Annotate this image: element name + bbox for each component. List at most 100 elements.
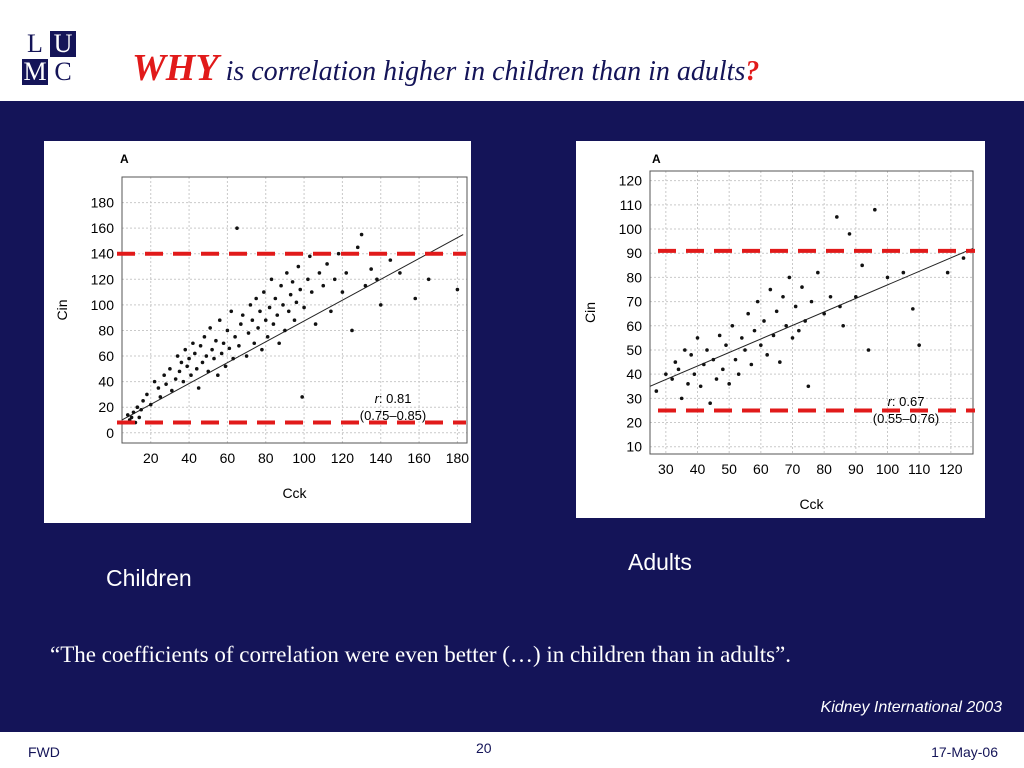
data-point	[426, 277, 431, 282]
data-point	[221, 341, 226, 346]
x-tick-label: 80	[258, 450, 274, 466]
data-point	[129, 415, 134, 420]
data-point	[168, 367, 172, 371]
y-tick-label: 140	[91, 246, 115, 262]
x-tick-label: 100	[876, 461, 900, 477]
data-point	[244, 354, 249, 358]
x-tick-label: 60	[220, 450, 236, 466]
x-tick-label: 60	[753, 461, 769, 477]
data-point	[736, 372, 741, 376]
x-tick-label: 100	[292, 450, 316, 466]
data-point	[838, 304, 842, 309]
data-point	[246, 331, 251, 335]
data-point	[676, 367, 681, 372]
data-point	[885, 275, 890, 280]
y-tick-label: 0	[106, 425, 114, 441]
adults-scatter-chart: A 30 40 50 60 70 80 90 100 110 120 10 20 30 40 50 60 70 80…	[582, 152, 975, 512]
quote-text: “The coefficients of correlation were ev…	[50, 642, 792, 667]
data-point	[822, 311, 826, 316]
data-point	[233, 335, 237, 339]
children-scatter-chart: A 20 40 60 80 100 120 140 160 180 0 20 40 60 80 100 120 1…	[54, 152, 469, 501]
data-point	[413, 296, 418, 301]
data-point	[778, 360, 782, 364]
ci-annotation: (0.55–0.76)	[873, 411, 940, 426]
data-point	[711, 357, 716, 362]
data-point	[262, 290, 266, 294]
data-point	[841, 324, 845, 328]
data-point	[768, 287, 773, 292]
data-point	[308, 254, 312, 259]
data-point	[313, 322, 318, 326]
data-point	[217, 318, 222, 323]
data-point	[302, 305, 306, 310]
data-point	[945, 270, 950, 275]
y-tick-label: 180	[91, 195, 115, 211]
data-point	[183, 347, 188, 352]
data-point	[145, 392, 149, 397]
y-tick-label: 60	[626, 318, 642, 334]
data-point	[173, 377, 178, 381]
data-point	[854, 294, 858, 299]
r-annotation: r: 0.81	[375, 391, 412, 406]
y-tick-label: 40	[98, 374, 114, 390]
data-point	[214, 338, 218, 343]
plot-frame	[649, 170, 974, 455]
data-point	[325, 262, 329, 266]
data-point	[164, 382, 168, 386]
data-point	[816, 270, 820, 275]
data-point	[654, 389, 659, 393]
x-tick-label: 40	[690, 461, 706, 477]
y-tick-label: 80	[626, 269, 642, 285]
logo-letter: L	[22, 31, 48, 57]
data-point	[285, 271, 289, 275]
slide-header: L U M C WHY is correlation higher in chi…	[0, 0, 1024, 101]
data-point	[378, 303, 383, 307]
y-axis-label: Cin	[54, 299, 70, 320]
title-text: is correlation higher in children than i…	[225, 56, 746, 87]
data-point	[321, 283, 326, 288]
data-point	[309, 290, 314, 294]
x-axis-label: Cck	[282, 485, 307, 501]
data-point	[263, 318, 268, 323]
y-tick-label: 160	[91, 220, 115, 236]
data-point	[714, 377, 719, 381]
data-point	[131, 410, 136, 415]
data-point	[258, 309, 262, 314]
data-point	[175, 354, 180, 358]
data-point	[317, 271, 322, 275]
y-tick-label: 120	[91, 271, 115, 287]
slide-footer: FWD 20 17-May-06	[0, 732, 1024, 768]
data-point	[177, 369, 182, 374]
y-tick-label: 100	[91, 297, 115, 313]
data-point	[210, 347, 214, 352]
data-point	[749, 362, 754, 367]
y-tick-label: 100	[619, 221, 643, 237]
data-point	[698, 384, 703, 389]
data-point	[771, 333, 776, 338]
data-point	[787, 275, 792, 280]
data-point	[191, 341, 195, 346]
x-tick-label: 160	[407, 450, 431, 466]
data-point	[679, 396, 684, 401]
children-caption: Children	[106, 565, 192, 591]
data-point	[125, 413, 130, 417]
data-point	[158, 395, 163, 399]
data-point	[752, 328, 757, 333]
y-tick-label: 70	[626, 294, 642, 310]
data-point	[901, 270, 906, 275]
x-tick-label: 90	[848, 461, 864, 477]
data-point	[269, 277, 274, 282]
panel-label: A	[120, 152, 129, 166]
footer-left-text: FWD	[28, 744, 60, 760]
data-point	[170, 388, 174, 393]
data-point	[288, 292, 293, 297]
data-point	[206, 369, 211, 374]
data-point	[359, 232, 364, 237]
x-tick-label: 80	[816, 461, 832, 477]
data-point	[860, 263, 864, 268]
data-point	[306, 277, 310, 282]
data-point	[208, 326, 212, 330]
data-point	[781, 294, 785, 299]
x-axis-label: Cck	[799, 496, 824, 512]
data-point	[156, 386, 161, 390]
